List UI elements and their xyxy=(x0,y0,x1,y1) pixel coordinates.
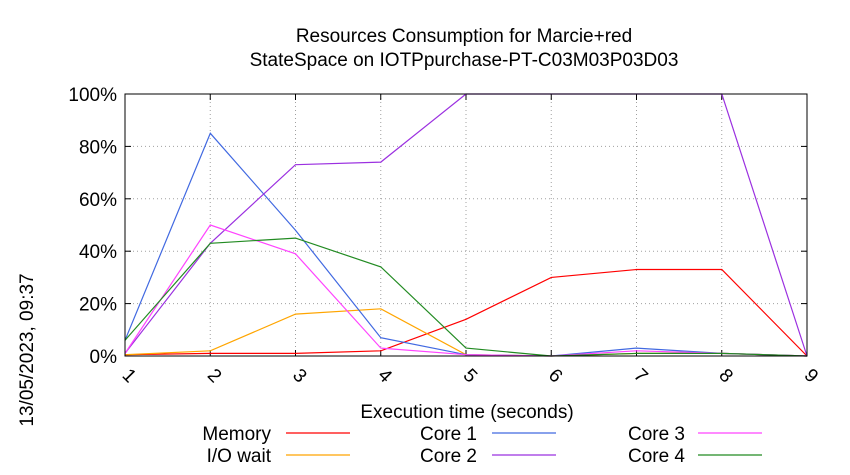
series-line-core-4 xyxy=(124,237,808,357)
y-tick-label: 80% xyxy=(79,137,117,158)
x-tick-label: 9 xyxy=(800,365,822,387)
series-line-core-3 xyxy=(124,224,808,357)
y-tick-label: 60% xyxy=(79,190,117,211)
axis-ticks: 0% 20% 40% 60% 80% 100% 1 2 3 4 5 6 7 8 9 xyxy=(68,85,822,388)
x-tick-label: 6 xyxy=(544,365,566,387)
y-tick-label: 0% xyxy=(90,347,118,368)
series-line-core-2 xyxy=(124,93,808,357)
x-tick-label: 4 xyxy=(373,365,396,388)
x-tick-label: 5 xyxy=(459,365,481,387)
series-line-memory xyxy=(124,268,808,357)
y-tick-label: 100% xyxy=(68,85,117,106)
legend-label: Core 4 xyxy=(628,446,685,467)
legend-label: Core 3 xyxy=(628,424,685,445)
legend-label: Core 1 xyxy=(420,424,477,445)
series-line-i-o-wait xyxy=(124,308,808,357)
x-tick-label: 8 xyxy=(714,365,736,387)
chart-title-line-2: StateSpace on IOTPpurchase-PT-C03M03P03D… xyxy=(250,50,679,71)
y-tick-label: 40% xyxy=(79,242,117,263)
chart-title-line-1: Resources Consumption for Marcie+red xyxy=(296,26,632,47)
x-axis-label: Execution time (seconds) xyxy=(360,402,573,423)
x-tick-label: 2 xyxy=(203,365,225,387)
legend-label: I/O wait xyxy=(207,446,272,467)
series-lines xyxy=(124,93,808,357)
plot-frame xyxy=(124,93,808,357)
legend-label: Core 2 xyxy=(420,446,477,467)
grid xyxy=(124,93,808,357)
x-tick-label: 7 xyxy=(629,365,651,387)
legend-label: Memory xyxy=(202,424,271,445)
x-tick-label: 1 xyxy=(118,365,140,387)
y-tick-label: 20% xyxy=(79,295,117,316)
side-timestamp: 13/05/2023, 09:37 xyxy=(17,273,38,426)
x-tick-label: 3 xyxy=(288,365,310,387)
